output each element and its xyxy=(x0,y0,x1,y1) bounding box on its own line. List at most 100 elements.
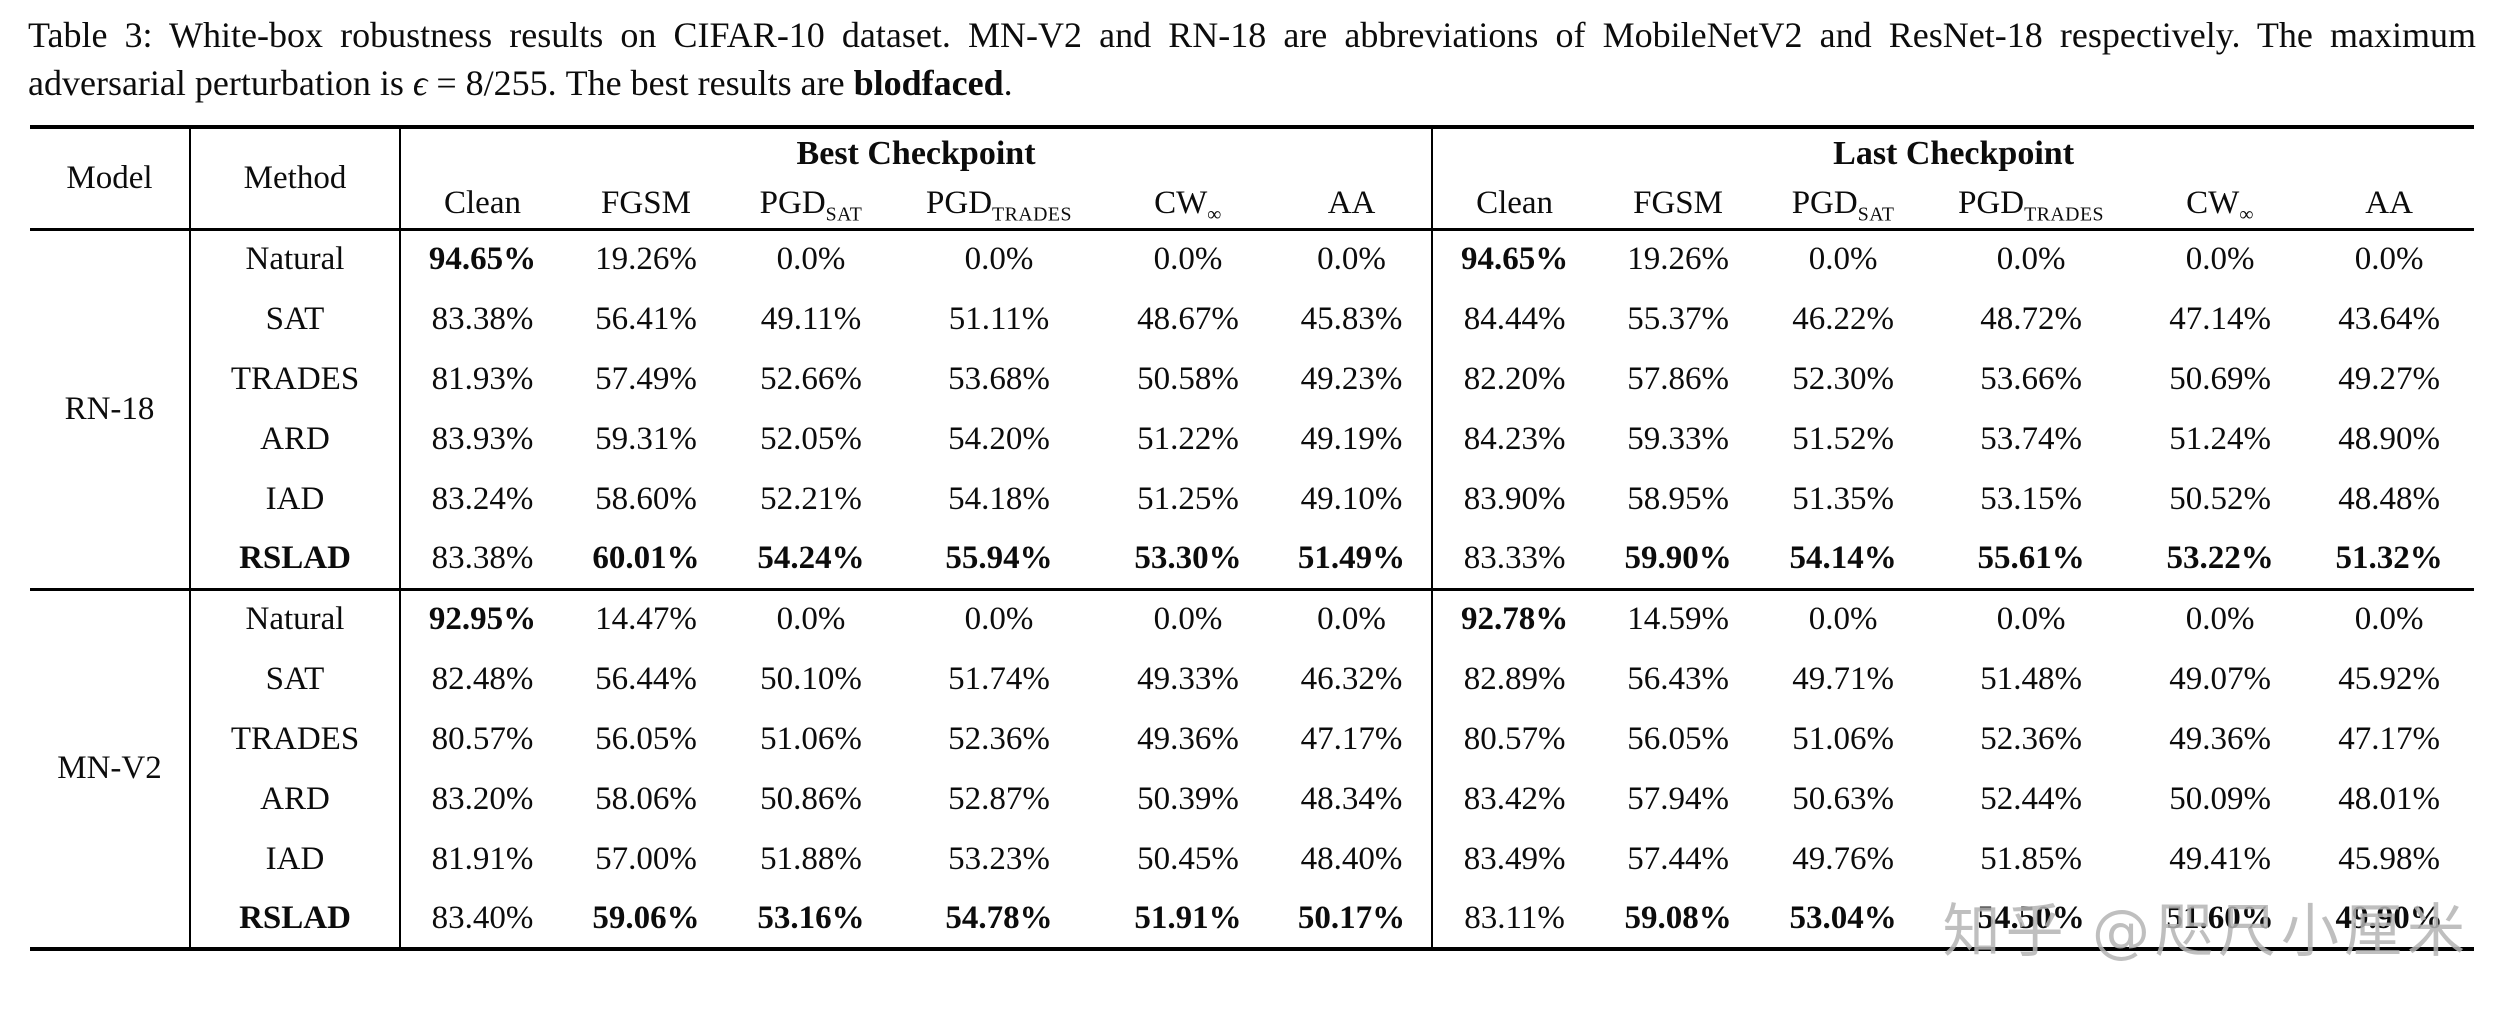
value-cell: 45.92% xyxy=(2338,660,2440,697)
value-cell: 52.21% xyxy=(760,480,862,517)
value-cell: 49.23% xyxy=(1272,349,1434,410)
caption-epsilon-symbol: ϵ xyxy=(412,62,428,103)
value-cell: 50.10% xyxy=(760,660,862,697)
col-header-main: Clean xyxy=(444,184,521,221)
value-cell: 14.47% xyxy=(564,587,728,650)
value-cell: 47.17% xyxy=(2338,720,2440,757)
value-cell: 51.74% xyxy=(948,660,1050,697)
table-row: SAT 83.38% 56.41% 49.11% 51.11% 48.67% 45.83% 8… xyxy=(30,289,2474,350)
value-cell: 51.49% xyxy=(1272,529,1434,590)
method-cell: IAD xyxy=(190,469,401,530)
value-cell: 0.0% xyxy=(1760,587,1927,650)
value-cell: 57.44% xyxy=(1627,840,1729,877)
value-cell: 58.06% xyxy=(595,780,697,817)
value-cell: 56.41% xyxy=(595,300,697,337)
value-cell: 92.78% xyxy=(1432,587,1597,650)
col-header-pgdtrades-best: PGDTRADES xyxy=(894,179,1104,231)
value-cell: 53.04% xyxy=(1789,899,1897,936)
value-cell: 51.11% xyxy=(948,300,1050,337)
col-header-pgdsat-last: PGDSAT xyxy=(1760,179,1927,231)
value-cell: 0.0% xyxy=(1104,587,1272,650)
value-cell: 58.60% xyxy=(595,480,697,517)
value-cell: 52.30% xyxy=(1792,360,1894,397)
value-cell: 52.87% xyxy=(948,780,1050,817)
method-column-header: Method xyxy=(190,127,401,231)
value-cell: 0.0% xyxy=(1808,241,1878,278)
value-cell: 52.36% xyxy=(1980,720,2082,757)
value-cell: 51.24% xyxy=(2169,420,2271,457)
col-header-pgdtrades-last: PGDTRADES xyxy=(1926,179,2137,231)
col-header-sub: ∞ xyxy=(2239,203,2254,226)
value-cell: 49.41% xyxy=(2169,840,2271,877)
model-cell: RN-18 xyxy=(30,229,191,590)
value-cell: 48.67% xyxy=(1137,300,1239,337)
value-cell: 0.0% xyxy=(2304,587,2475,650)
col-header-main: FGSM xyxy=(1633,184,1723,221)
value-cell: 0.0% xyxy=(1996,241,2066,278)
table-row: TRADES 81.93% 57.49% 52.66% 53.68% 50.58% 49.2… xyxy=(30,349,2474,410)
value-cell: 80.57% xyxy=(431,720,534,757)
value-cell: 48.72% xyxy=(1980,300,2082,337)
value-cell: 51.88% xyxy=(760,840,862,877)
col-header-main: Clean xyxy=(1476,184,1554,221)
value-cell: 59.08% xyxy=(1624,899,1732,936)
value-cell: 54.50% xyxy=(1977,899,2085,936)
value-cell: 49.27% xyxy=(2338,360,2440,397)
value-cell: 57.94% xyxy=(1627,780,1729,817)
table-caption: Table 3: White-box robustness results on… xyxy=(28,12,2476,107)
value-cell: 0.0% xyxy=(2136,587,2305,650)
value-cell: 48.01% xyxy=(2338,780,2440,817)
col-header-main: FGSM xyxy=(601,184,691,221)
col-header-aa-best: AA xyxy=(1272,179,1434,231)
value-cell: 53.16% xyxy=(757,899,865,936)
method-cell: Natural xyxy=(190,587,401,650)
best-checkpoint-header: Best Checkpoint xyxy=(400,127,1434,180)
method-cell: TRADES xyxy=(190,349,401,410)
col-header-main: PGD xyxy=(1958,184,2025,221)
value-cell: 0.0% xyxy=(728,587,894,650)
value-cell: 83.20% xyxy=(431,780,534,817)
method-cell: RSLAD xyxy=(190,529,401,590)
value-cell: 92.95% xyxy=(400,587,564,650)
method-cell: TRADES xyxy=(190,709,401,770)
value-cell: 52.36% xyxy=(948,720,1050,757)
col-header-sub: ∞ xyxy=(1207,203,1222,226)
caption-text-2: = 8/255. The best results are xyxy=(427,62,854,103)
value-cell: 0.0% xyxy=(1926,587,2137,650)
value-cell: 46.22% xyxy=(1792,300,1894,337)
value-cell: 82.48% xyxy=(431,660,534,697)
caption-text-1: Table 3: White-box robustness results on… xyxy=(28,15,2476,103)
value-cell: 50.69% xyxy=(2169,360,2271,397)
value-cell: 83.90% xyxy=(1463,480,1566,517)
value-cell: 57.49% xyxy=(595,360,697,397)
col-header-main: CW xyxy=(1154,184,1208,221)
value-cell: 0.0% xyxy=(894,587,1104,650)
table-row: ARD 83.93% 59.31% 52.05% 54.20% 51.22% 49.19% 8… xyxy=(30,409,2474,470)
method-cell: SAT xyxy=(190,649,401,710)
value-cell: 57.00% xyxy=(595,840,697,877)
table-row: TRADES 80.57% 56.05% 51.06% 52.36% 49.36% 47.1… xyxy=(30,709,2474,770)
value-cell: 51.25% xyxy=(1137,480,1239,517)
value-cell: 94.65% xyxy=(428,241,537,278)
value-cell: 84.44% xyxy=(1463,300,1566,337)
value-cell: 46.32% xyxy=(1272,649,1434,710)
value-cell: 0.0% xyxy=(1272,587,1434,650)
value-cell: 55.94% xyxy=(945,539,1053,576)
value-cell: 49.10% xyxy=(1272,469,1434,530)
value-cell: 82.20% xyxy=(1463,360,1566,397)
value-cell: 48.34% xyxy=(1272,769,1434,830)
value-cell: 52.05% xyxy=(760,420,862,457)
col-header-sub: TRADES xyxy=(992,203,1072,226)
value-cell: 81.93% xyxy=(431,360,534,397)
value-cell: 51.48% xyxy=(1980,660,2082,697)
value-cell: 53.66% xyxy=(1980,360,2082,397)
value-cell: 54.78% xyxy=(945,899,1053,936)
value-cell: 50.17% xyxy=(1272,889,1434,950)
value-cell: 56.05% xyxy=(1627,720,1729,757)
col-header-clean-last: Clean xyxy=(1432,179,1597,231)
value-cell: 54.14% xyxy=(1789,539,1897,576)
value-cell: 49.71% xyxy=(1792,660,1894,697)
value-cell: 0.0% xyxy=(776,241,846,278)
value-cell: 57.86% xyxy=(1627,360,1729,397)
value-cell: 53.30% xyxy=(1134,539,1242,576)
